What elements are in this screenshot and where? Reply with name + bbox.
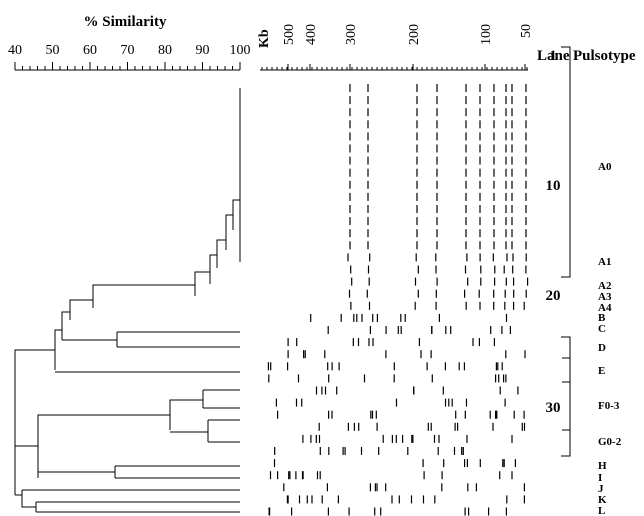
- tick-label: 500: [282, 24, 297, 45]
- pulsotype-label: E: [598, 365, 605, 377]
- pulsotype-label: A0: [598, 161, 612, 173]
- lane-number: 1: [549, 48, 557, 64]
- lane-number: 20: [546, 288, 561, 304]
- kb-title: Kb: [257, 29, 272, 48]
- tick-label: 50: [46, 43, 60, 58]
- pulsotype-label: D: [598, 342, 606, 354]
- pulsotype-label: H: [598, 460, 607, 472]
- figure: % Similarity Kb Lane Pulsotype 405060708…: [0, 0, 644, 516]
- similarity-title: % Similarity: [84, 14, 167, 30]
- pulsotype-label: F0-3: [598, 400, 620, 412]
- tick-label: 300: [344, 24, 359, 45]
- lane-number: 10: [546, 178, 561, 194]
- tick-label: 200: [407, 24, 422, 45]
- pulsotype-label: L: [598, 505, 605, 516]
- pulsotype-label: C: [598, 323, 606, 335]
- lane-number: 30: [546, 400, 561, 416]
- tick-label: 90: [196, 43, 210, 58]
- tick-label: 100: [230, 43, 251, 58]
- tick-label: 80: [158, 43, 172, 58]
- tick-label: 60: [83, 43, 97, 58]
- pulsotype-label: G0-2: [598, 436, 622, 448]
- dendrogram: [15, 88, 240, 512]
- tick-label: 100: [479, 24, 494, 45]
- tick-label: 40: [8, 43, 22, 58]
- tick-label: 70: [121, 43, 135, 58]
- pulsotype-header: Pulsotype: [573, 48, 636, 64]
- tick-label: 400: [304, 24, 319, 45]
- pulsotype-brackets: [561, 47, 570, 456]
- tick-label: 50: [519, 24, 534, 38]
- pulsotype-label: A1: [598, 256, 611, 268]
